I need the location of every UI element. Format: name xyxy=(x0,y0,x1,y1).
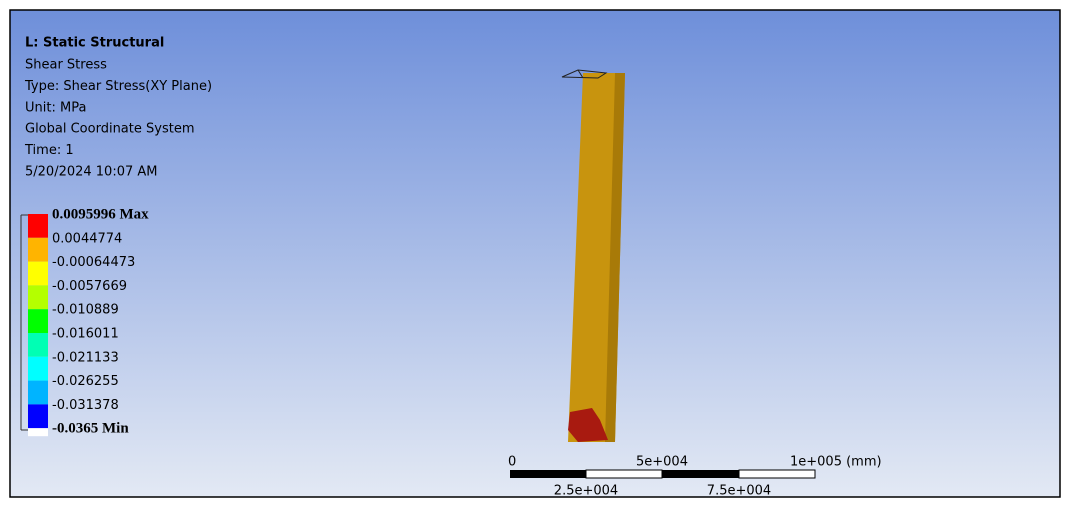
legend-label: -0.00064473 xyxy=(52,255,135,270)
legend-swatch xyxy=(28,262,48,286)
scale-segment xyxy=(586,470,662,478)
legend-swatch xyxy=(28,238,48,262)
legend-label: -0.021133 xyxy=(52,350,119,365)
info-line: Global Coordinate System xyxy=(25,122,194,137)
scale-segment xyxy=(662,470,739,478)
info-line: Unit: MPa xyxy=(25,100,86,115)
legend-swatch xyxy=(28,404,48,428)
legend-label: -0.026255 xyxy=(52,374,119,389)
body: L: Static Structural Shear Stress Type: S… xyxy=(0,0,1067,507)
legend-label: 0.0044774 xyxy=(52,231,122,246)
analysis-title: L: Static Structural xyxy=(25,36,164,51)
legend-swatch xyxy=(28,333,48,357)
info-line: 5/20/2024 10:07 AM xyxy=(25,165,158,180)
info-line: Type: Shear Stress(XY Plane) xyxy=(24,79,212,94)
info-line: Shear Stress xyxy=(25,58,107,73)
info-line: Time: 1 xyxy=(24,143,74,158)
legend-label: 0.0095996 Max xyxy=(52,206,149,222)
scale-segment xyxy=(739,470,815,478)
legend-label: -0.010889 xyxy=(52,303,119,318)
legend-label: -0.0057669 xyxy=(52,279,127,294)
scale-segment xyxy=(510,470,586,478)
legend-swatch xyxy=(28,309,48,333)
legend-label: -0.0365 Min xyxy=(52,421,129,437)
legend-swatch xyxy=(28,381,48,405)
scale-label: 0 xyxy=(508,455,516,470)
scale-label: 5e+004 xyxy=(636,455,688,470)
legend-label: -0.031378 xyxy=(52,398,119,413)
legend-swatch xyxy=(28,357,48,381)
legend-swatch xyxy=(28,428,48,436)
scale-label: 7.5e+004 xyxy=(707,484,771,499)
page: Static Structural Shear Stress {"header"… xyxy=(0,0,1067,507)
viewport: L: Static Structural Shear Stress Type: S… xyxy=(0,0,1067,507)
legend-swatch xyxy=(28,285,48,309)
scale-label: 2.5e+004 xyxy=(554,484,618,499)
legend-label: -0.016011 xyxy=(52,327,119,342)
legend-swatch xyxy=(28,214,48,238)
scale-label: 1e+005 (mm) xyxy=(790,455,882,470)
